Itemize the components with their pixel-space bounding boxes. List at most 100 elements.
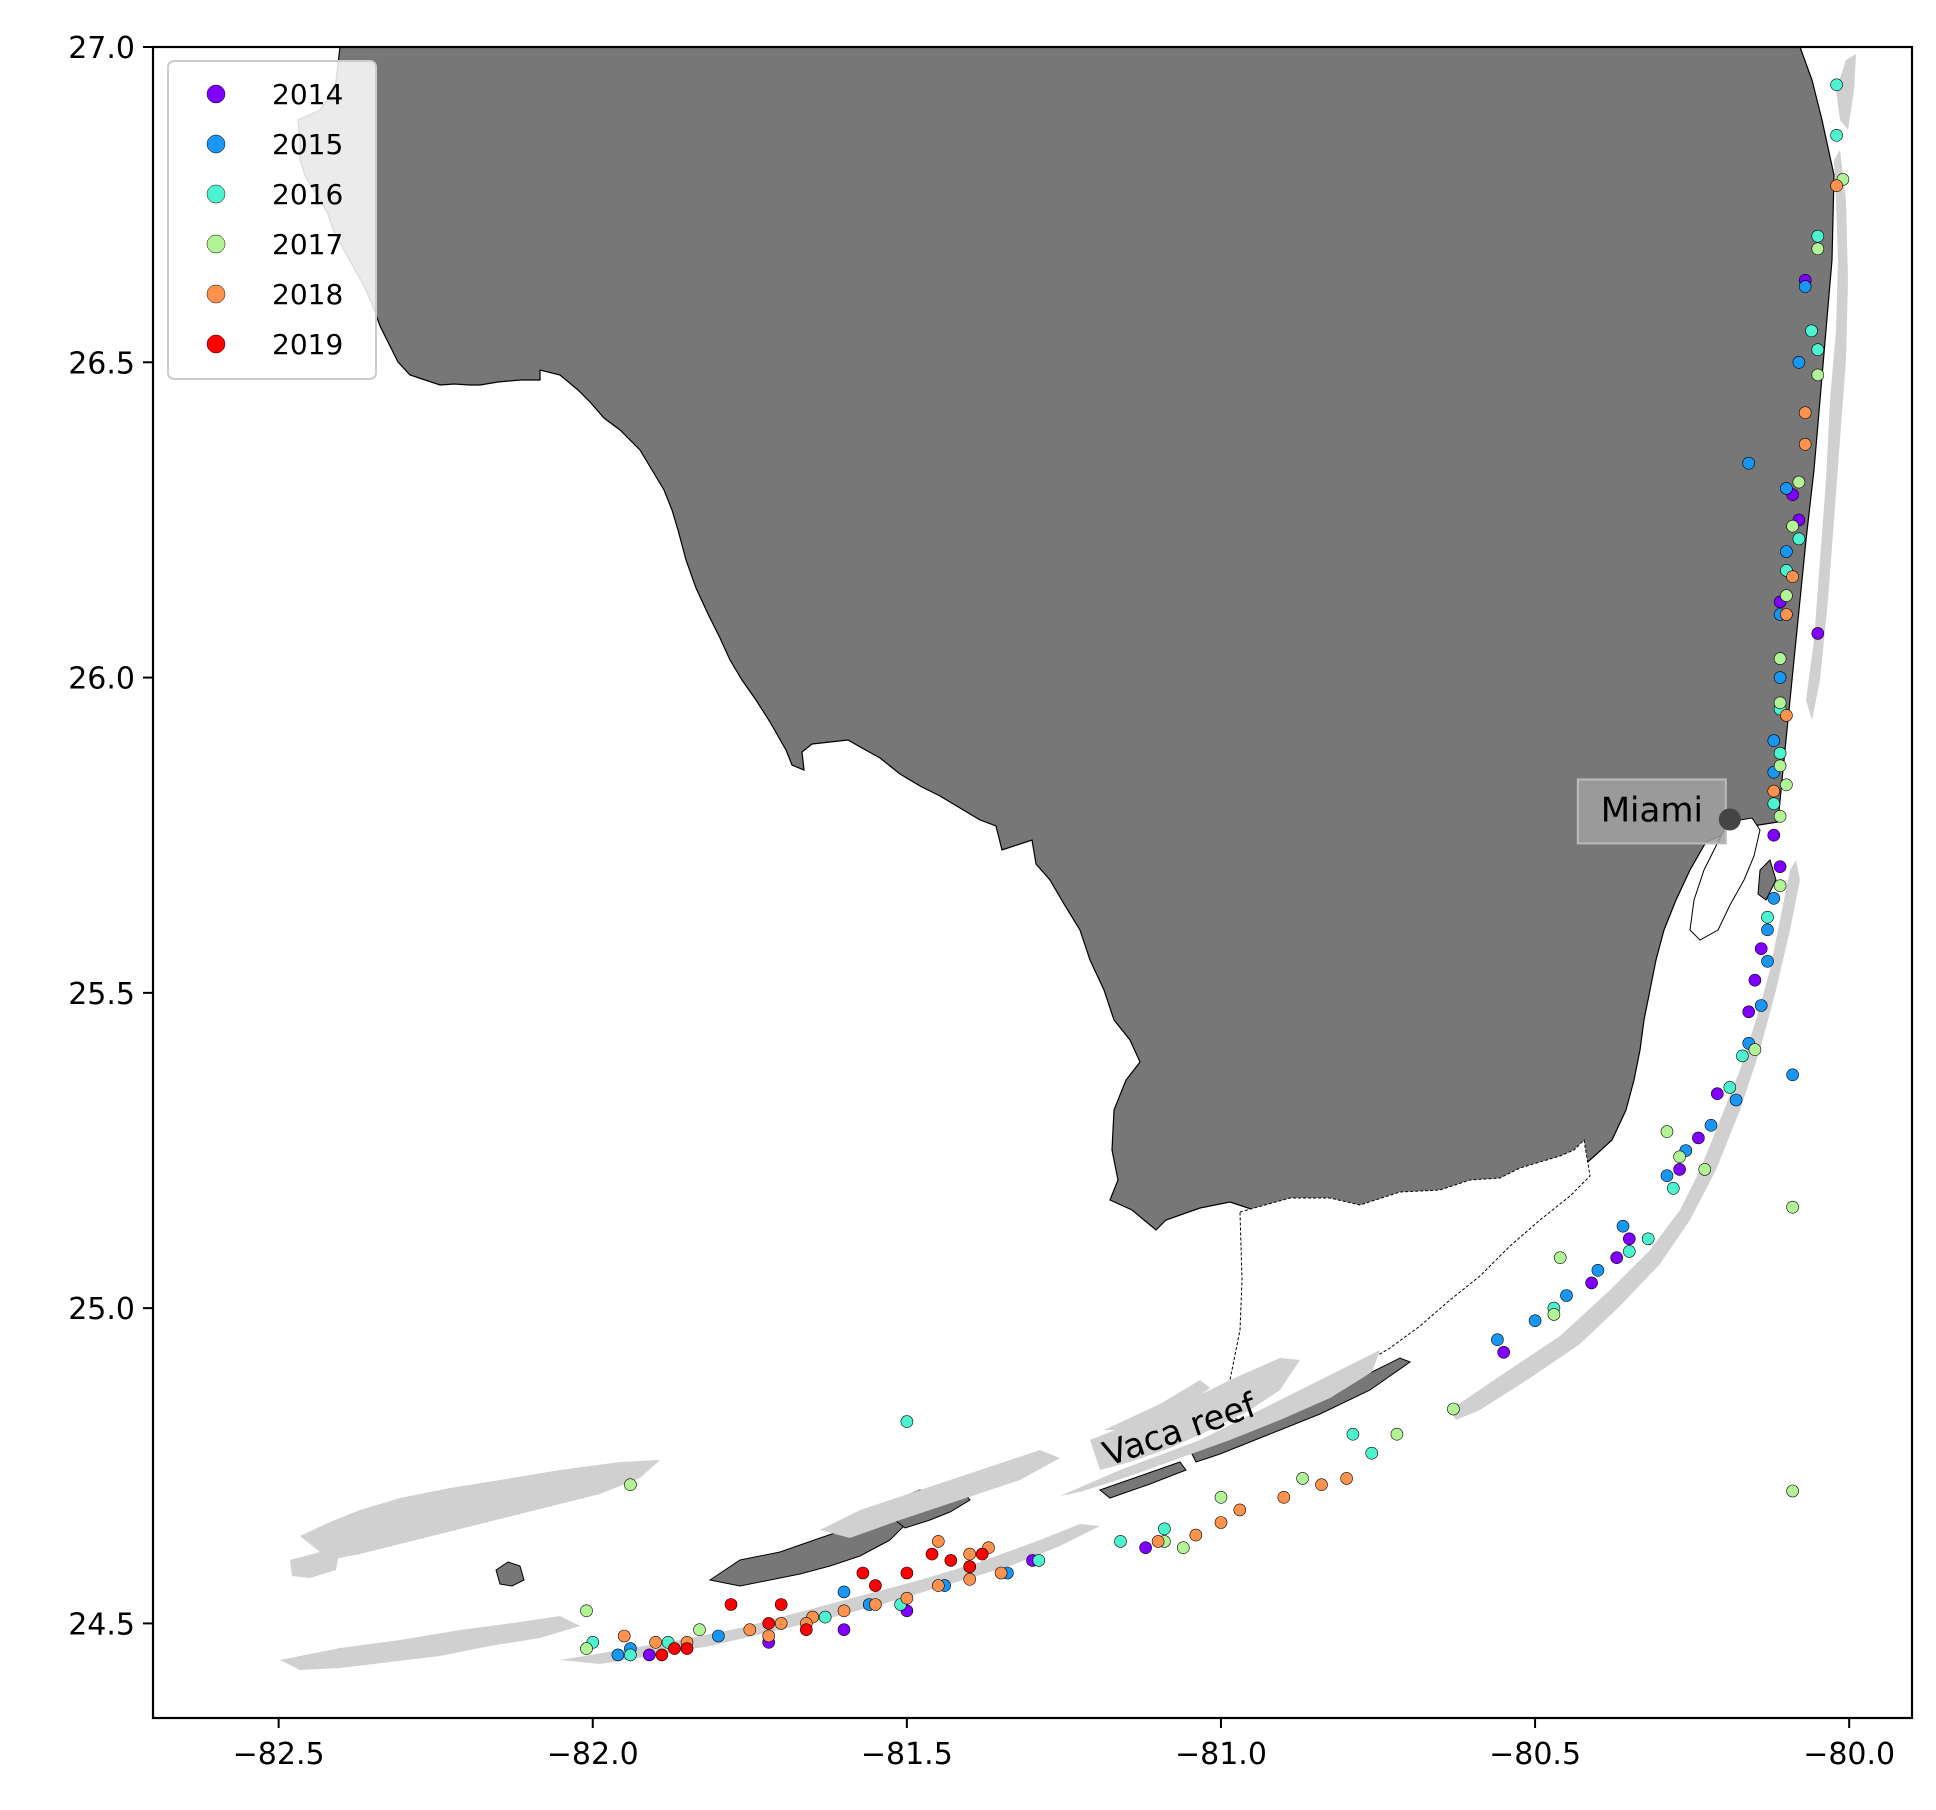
point-2019-13 bbox=[655, 1648, 669, 1662]
point-2018-5 bbox=[1780, 709, 1793, 722]
point-2018-27 bbox=[963, 1547, 977, 1561]
point-2019-3 bbox=[925, 1547, 939, 1561]
point-2014-22 bbox=[642, 1648, 656, 1662]
point-2014-10 bbox=[1711, 1087, 1724, 1100]
point-2019-10 bbox=[724, 1598, 738, 1611]
series-2015 bbox=[611, 280, 1812, 1662]
point-2016-1 bbox=[1830, 129, 1843, 142]
point-2018-25 bbox=[617, 1629, 631, 1643]
point-2017-15 bbox=[1673, 1150, 1686, 1164]
point-2018-0 bbox=[1830, 179, 1843, 192]
series-2014 bbox=[642, 273, 1825, 1662]
point-2017-13 bbox=[1786, 1200, 1799, 1214]
point-2019-2 bbox=[975, 1547, 989, 1561]
point-2014-8 bbox=[1748, 973, 1762, 987]
y-tick-label: 25.5 bbox=[68, 977, 135, 1012]
point-2019-8 bbox=[762, 1617, 776, 1630]
point-2014-12 bbox=[1673, 1163, 1686, 1176]
point-2015-21 bbox=[1560, 1289, 1573, 1302]
point-2014-11 bbox=[1692, 1131, 1705, 1145]
point-2015-9 bbox=[1767, 891, 1781, 905]
point-2018-10 bbox=[1233, 1503, 1247, 1517]
point-2018-26 bbox=[931, 1535, 945, 1548]
point-2016-10 bbox=[1761, 910, 1774, 924]
point-2018-8 bbox=[1315, 1478, 1328, 1491]
point-2015-22 bbox=[1528, 1314, 1542, 1327]
legend-marker-2017 bbox=[206, 234, 226, 254]
point-2017-21 bbox=[1390, 1427, 1404, 1441]
point-2017-10 bbox=[1773, 809, 1787, 823]
point-2015-20 bbox=[1591, 1264, 1605, 1277]
y-tick-label: 26.5 bbox=[68, 346, 135, 381]
point-2015-18 bbox=[1660, 1169, 1674, 1182]
point-2015-11 bbox=[1761, 954, 1774, 968]
y-tick-label: 24.5 bbox=[68, 1607, 135, 1642]
point-2016-14 bbox=[1641, 1232, 1655, 1246]
point-2018-1 bbox=[1798, 406, 1812, 420]
point-2017-20 bbox=[1447, 1402, 1460, 1416]
point-2016-5 bbox=[1792, 532, 1806, 546]
point-2014-5 bbox=[1767, 828, 1781, 842]
point-2014-20 bbox=[837, 1623, 851, 1636]
point-2015-0 bbox=[1742, 456, 1755, 470]
point-2018-14 bbox=[994, 1566, 1008, 1580]
point-2018-21 bbox=[774, 1617, 788, 1630]
point-2017-5 bbox=[1780, 589, 1793, 602]
point-2017-28 bbox=[580, 1604, 593, 1618]
y-tick-label: 25.0 bbox=[68, 1292, 135, 1327]
point-2015-14 bbox=[1786, 1068, 1799, 1082]
point-2019-1 bbox=[944, 1554, 958, 1567]
point-2018-11 bbox=[1214, 1516, 1228, 1529]
point-2016-19 bbox=[1158, 1522, 1171, 1536]
point-2016-2 bbox=[1811, 229, 1825, 243]
x-tick-label: −81.5 bbox=[861, 1737, 953, 1772]
x-tick-label: −80.5 bbox=[1489, 1737, 1581, 1772]
point-2018-4 bbox=[1780, 608, 1793, 621]
florida-mainland bbox=[297, 47, 1835, 1231]
point-2018-18 bbox=[869, 1598, 882, 1611]
point-2017-2 bbox=[1811, 368, 1825, 382]
point-2015-2 bbox=[1792, 355, 1806, 369]
x-tick-label: −82.0 bbox=[547, 1737, 639, 1772]
point-2015-3 bbox=[1780, 482, 1793, 495]
point-2018-19 bbox=[837, 1604, 851, 1618]
x-tick-label: −82.5 bbox=[233, 1737, 325, 1772]
point-2017-1 bbox=[1811, 242, 1825, 256]
point-2017-4 bbox=[1786, 519, 1799, 533]
plot-frame bbox=[151, 45, 1914, 1720]
reef-areas bbox=[280, 54, 1856, 1670]
miami-label-box bbox=[1576, 778, 1727, 845]
point-2017-7 bbox=[1773, 696, 1787, 710]
point-2016-8 bbox=[1773, 746, 1787, 760]
point-2016-24 bbox=[818, 1610, 832, 1624]
point-2019-0 bbox=[963, 1560, 977, 1573]
point-2017-16 bbox=[1660, 1125, 1674, 1138]
point-2017-24 bbox=[1177, 1541, 1190, 1554]
point-2016-0 bbox=[1830, 78, 1843, 92]
point-2016-4 bbox=[1811, 343, 1825, 357]
point-2017-27 bbox=[624, 1478, 637, 1491]
legend-label-2017: 2017 bbox=[272, 228, 343, 261]
point-2017-14 bbox=[1698, 1163, 1711, 1176]
point-2019-5 bbox=[869, 1579, 882, 1592]
point-2014-9 bbox=[1742, 1005, 1755, 1019]
point-2017-23 bbox=[1214, 1491, 1228, 1504]
point-2016-9 bbox=[1767, 797, 1781, 811]
point-2018-17 bbox=[900, 1591, 914, 1605]
point-2017-22 bbox=[1296, 1472, 1309, 1485]
point-2018-24 bbox=[649, 1636, 662, 1649]
point-2014-16 bbox=[1497, 1346, 1510, 1359]
point-2015-1 bbox=[1798, 280, 1812, 293]
point-2017-11 bbox=[1773, 879, 1787, 893]
point-2014-14 bbox=[1610, 1251, 1623, 1264]
legend-marker-2015 bbox=[206, 134, 226, 154]
point-2017-30 bbox=[580, 1642, 593, 1655]
point-2018-9 bbox=[1277, 1491, 1291, 1504]
point-2019-11 bbox=[680, 1642, 694, 1655]
point-2018-16 bbox=[931, 1579, 945, 1592]
point-2016-20 bbox=[1114, 1535, 1127, 1548]
point-2017-12 bbox=[1748, 1043, 1762, 1056]
point-2018-7 bbox=[1340, 1472, 1353, 1485]
point-2015-16 bbox=[1704, 1119, 1718, 1132]
